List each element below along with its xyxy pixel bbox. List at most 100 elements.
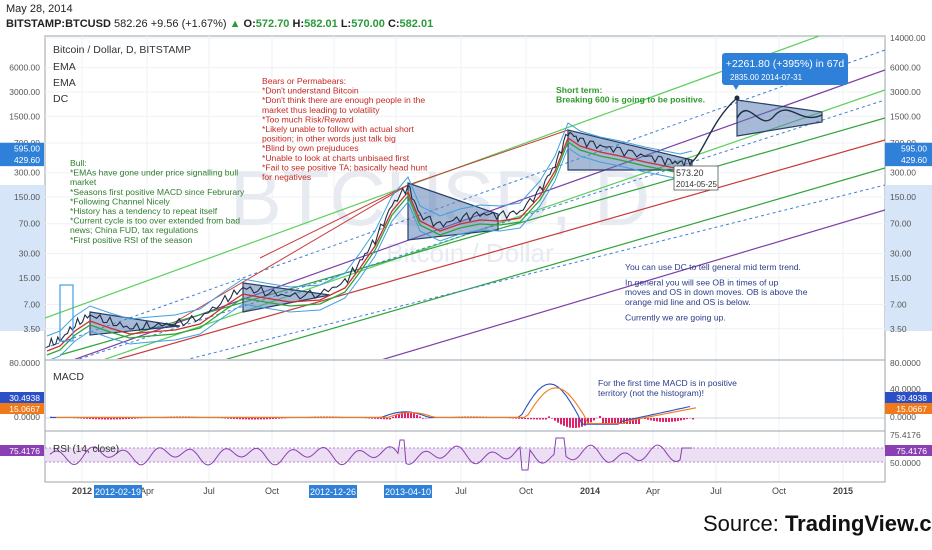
macd-bar <box>413 413 415 418</box>
macd-bar <box>653 418 655 421</box>
macd-bar <box>425 418 427 419</box>
source-brand: TradingView.com <box>784 511 932 536</box>
macd-bar <box>617 418 619 424</box>
macd-bar <box>527 418 529 420</box>
macd-bar <box>281 418 283 419</box>
macd-bar <box>680 418 682 421</box>
macd-bar <box>551 418 553 419</box>
macd-bar <box>95 418 97 420</box>
time-highlight: 2012-02-19 <box>95 487 141 497</box>
time-tick: Oct <box>772 486 787 496</box>
low-price: 573.20 <box>676 168 704 178</box>
macd-tick-right-0: 0.0000 <box>890 412 916 422</box>
macd-bar <box>566 418 568 427</box>
macd-note-1: For the first time MACD is in positive <box>598 378 737 388</box>
macd-bar <box>632 418 634 424</box>
price-tick-right: 14000.00 <box>890 33 926 43</box>
macd-bar <box>125 418 127 420</box>
price-tick-left: 300.00 <box>14 168 40 178</box>
macd-bar <box>569 418 571 428</box>
annotation-line: market <box>70 177 97 187</box>
price-tick-left: 15.00 <box>19 273 41 283</box>
macd-badge-right-1: 30.4938 <box>896 393 927 403</box>
macd-bar <box>545 418 547 420</box>
macd-bar <box>227 418 229 419</box>
price-series <box>46 95 823 359</box>
macd-bar <box>524 418 526 420</box>
price-tick-right: 70.00 <box>890 219 912 229</box>
macd-bar <box>269 418 271 420</box>
annotation-line: *Seasons first positive MACD since Febru… <box>70 187 245 197</box>
time-tick: Apr <box>646 486 660 496</box>
macd-bar <box>572 418 574 428</box>
indicator-ema-2: EMA <box>53 77 76 89</box>
macd-bar <box>257 418 259 420</box>
macd-bar <box>644 418 646 419</box>
price-tick-right: 3.50 <box>890 324 907 334</box>
annotation-line: In general you will see OB in times of u… <box>625 278 779 288</box>
blue-dotted-1 <box>45 49 885 349</box>
time-tick: Oct <box>265 486 280 496</box>
macd-tick-left-80: 80.0000 <box>9 358 40 368</box>
macd-bar <box>386 418 388 420</box>
macd-bar <box>521 418 523 419</box>
price-badge-left-bg <box>0 142 44 155</box>
rsi-badge-left <box>0 445 44 456</box>
annotation-line: *EMAs have gone under price signalling b… <box>70 168 238 178</box>
macd-bar <box>401 412 403 418</box>
price-tick-right: 7.00 <box>890 299 907 309</box>
macd-bar <box>605 418 607 424</box>
macd-bar <box>575 418 577 428</box>
macd-bar <box>380 418 382 420</box>
dc-annotation: You can use DC to tell general mid term … <box>625 262 808 322</box>
macd-bar <box>104 418 106 420</box>
symbol: BITSTAMP:BTCUSD <box>6 18 111 30</box>
macd-bar <box>251 418 253 420</box>
open-label: O: <box>243 18 256 30</box>
price-tick-left: 7.00 <box>23 299 40 309</box>
annotation-line: Bears or Permabears: <box>262 76 346 86</box>
macd-bar <box>593 418 595 421</box>
source-prefix: Source: <box>703 511 785 536</box>
macd-bar <box>110 418 112 420</box>
macd-bar <box>671 418 673 422</box>
time-tick: Jul <box>455 486 467 496</box>
time-highlight-bg <box>384 485 432 498</box>
dc-early-box <box>59 284 74 342</box>
macd-bar <box>650 418 652 421</box>
macd-bar <box>590 418 592 423</box>
macd-bar <box>647 418 649 420</box>
macd-bar <box>377 418 379 419</box>
macd-bar <box>116 418 118 420</box>
macd-tick-left-0: 0.0000 <box>14 412 40 422</box>
macd-bar <box>131 418 133 419</box>
price-tick-left: 3.50 <box>23 324 40 334</box>
time-tick: 2014 <box>580 486 600 496</box>
bull-annotation: Bull:*EMAs have gone under price signall… <box>70 158 245 245</box>
rsi-badge-right-value: 75.4176 <box>896 446 927 456</box>
price-badge-left-bg <box>0 154 44 167</box>
macd-bar <box>134 418 136 419</box>
triangle-projection <box>736 99 823 137</box>
annotation-line: *Too much Risk/Reward <box>262 114 354 124</box>
macd-bar <box>86 418 88 419</box>
annotation-line: moves and OS in down moves. OB is above … <box>625 287 808 297</box>
close-label: C: <box>387 18 400 30</box>
open-value: 572.70 <box>255 18 290 30</box>
price-tick-right: 6000.00 <box>890 63 921 73</box>
low-date: 2014-05-25 <box>676 180 717 189</box>
annotation-line: You can use DC to tell general mid term … <box>625 262 801 272</box>
macd-bar <box>536 418 538 420</box>
macd-bar <box>272 418 274 420</box>
macd-bar <box>554 418 556 421</box>
red-fan-1 <box>259 184 409 259</box>
macd-bar <box>416 414 418 418</box>
macd-title: MACD <box>53 371 84 383</box>
macd-bar <box>278 418 280 419</box>
time-tick: Apr <box>140 486 154 496</box>
price-tick-right: 3000.00 <box>890 87 921 97</box>
macd-bar <box>683 418 685 420</box>
price-tick-right: 30.00 <box>890 248 912 258</box>
macd-tick-right-40: 40.0000 <box>890 384 921 394</box>
macd-badges-right: 30.4938 15.0667 <box>885 392 932 414</box>
